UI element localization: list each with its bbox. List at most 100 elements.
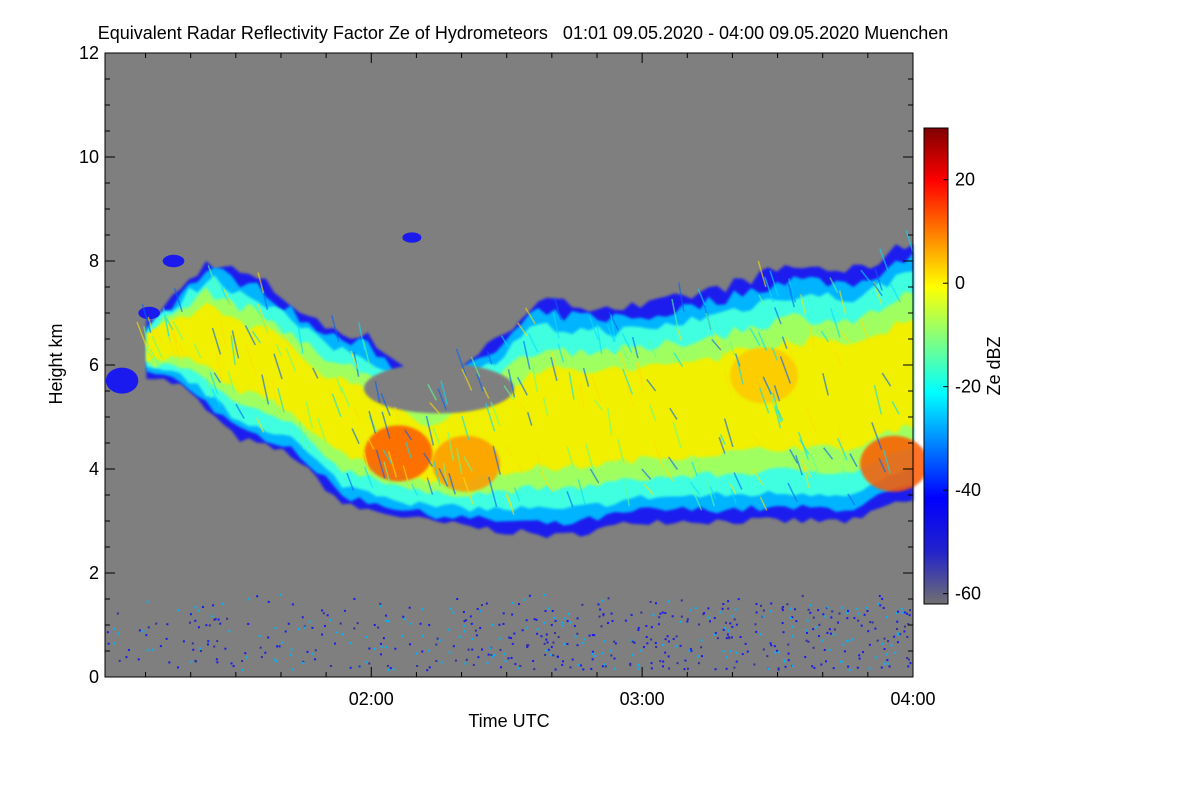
clutter-pixel: [822, 613, 825, 616]
texture-streak: [585, 443, 595, 471]
clutter-pixel: [426, 669, 429, 672]
clutter-pixel: [858, 612, 861, 615]
clutter-pixel: [543, 593, 546, 596]
clutter-pixel: [221, 602, 224, 605]
texture-streak: [621, 333, 633, 354]
clutter-pixel: [113, 642, 116, 645]
clutter-pixel: [725, 621, 728, 624]
clutter-pixel: [566, 620, 569, 623]
clutter-pixel: [591, 652, 594, 655]
texture-streak: [297, 325, 304, 354]
texture-streak: [758, 387, 770, 414]
clutter-pixel: [729, 622, 732, 625]
texture-streak: [513, 487, 521, 502]
y-tick-label: 12: [79, 43, 99, 63]
clutter-pixel: [907, 665, 910, 668]
clutter-pixel: [703, 612, 706, 615]
clutter-pixel: [329, 619, 332, 622]
clutter-pixel: [895, 612, 898, 615]
texture-streak: [878, 457, 887, 473]
clutter-pixel: [517, 667, 520, 670]
clutter-pixel: [679, 644, 682, 647]
clutter-pixel: [883, 648, 886, 651]
clutter-pixel: [782, 631, 785, 634]
clutter-pixel: [525, 619, 528, 622]
texture-streak: [769, 270, 780, 298]
clutter-pixel: [610, 649, 613, 652]
texture-streak: [437, 388, 447, 411]
clutter-pixel: [177, 609, 180, 612]
colorbar-label: Ze dBZ: [984, 336, 1004, 395]
texture-streak: [382, 449, 393, 465]
texture-streak: [383, 461, 392, 488]
clutter-pixel: [885, 616, 888, 619]
texture-streak: [362, 339, 372, 370]
texture-streak: [777, 409, 784, 422]
clutter-pixel: [194, 606, 197, 609]
clutter-pixel: [510, 637, 513, 640]
clutter-pixel: [436, 637, 439, 640]
clutter-pixel: [116, 612, 119, 615]
clutter-pixel: [601, 652, 604, 655]
texture-streak: [596, 324, 603, 355]
clutter-pixel: [490, 655, 493, 658]
clutter-pixel: [697, 662, 700, 665]
texture-streak: [432, 460, 441, 487]
clutter-pixel: [650, 638, 653, 641]
clutter-pixel: [230, 662, 233, 665]
clutter-pixel: [480, 604, 483, 607]
clutter-pixel: [554, 632, 557, 635]
clutter-pixel: [385, 614, 388, 617]
clutter-pixel: [458, 635, 461, 638]
clutter-pixel: [385, 619, 388, 622]
texture-streak: [171, 325, 178, 345]
clutter-pixel: [201, 605, 204, 608]
texture-streak: [582, 367, 590, 387]
texture-streak: [762, 376, 772, 395]
clutter-pixel: [604, 665, 607, 668]
texture-streak: [205, 376, 213, 399]
texture-streak: [485, 403, 496, 432]
texture-streak: [155, 327, 163, 343]
clutter-pixel: [579, 664, 582, 667]
clutter-pixel: [708, 616, 711, 619]
clutter-pixel: [686, 620, 689, 623]
texture-streak: [872, 282, 883, 297]
clutter-pixel: [729, 650, 732, 653]
texture-streak: [281, 333, 293, 350]
texture-streak: [591, 374, 602, 404]
clutter-pixel: [893, 635, 896, 638]
clutter-pixel: [643, 646, 646, 649]
clutter-pixel: [216, 640, 219, 643]
clutter-pixel: [571, 658, 574, 661]
clutter-pixel: [661, 611, 664, 614]
clutter-pixel: [789, 616, 792, 619]
texture-streak: [482, 386, 490, 399]
clutter-pixel: [523, 598, 526, 601]
clutter-pixel: [906, 636, 909, 639]
clutter-pixel: [766, 655, 769, 658]
texture-streak: [461, 368, 473, 391]
texture-streak: [759, 496, 768, 511]
texture-streak: [714, 331, 724, 357]
texture-streak: [553, 297, 562, 320]
clutter-pixel: [284, 630, 287, 633]
clutter-pixel: [276, 645, 279, 648]
clutter-pixel: [554, 668, 557, 671]
isolated-echo: [105, 367, 139, 394]
chart-title: Equivalent Radar Reflectivity Factor Ze …: [98, 23, 949, 43]
texture-streak: [207, 265, 219, 290]
clutter-pixel: [343, 609, 346, 612]
clutter-pixel: [440, 661, 443, 664]
clutter-pixel: [138, 629, 141, 632]
clutter-pixel: [731, 625, 734, 628]
clutter-pixel: [550, 623, 553, 626]
clutter-pixel: [454, 659, 457, 662]
clutter-pixel: [655, 602, 658, 605]
texture-streak: [171, 334, 182, 362]
texture-streak: [278, 321, 285, 334]
clutter-pixel: [671, 615, 674, 618]
clutter-pixel: [883, 662, 886, 665]
texture-streak: [833, 348, 843, 366]
clutter-pixel: [773, 645, 776, 648]
